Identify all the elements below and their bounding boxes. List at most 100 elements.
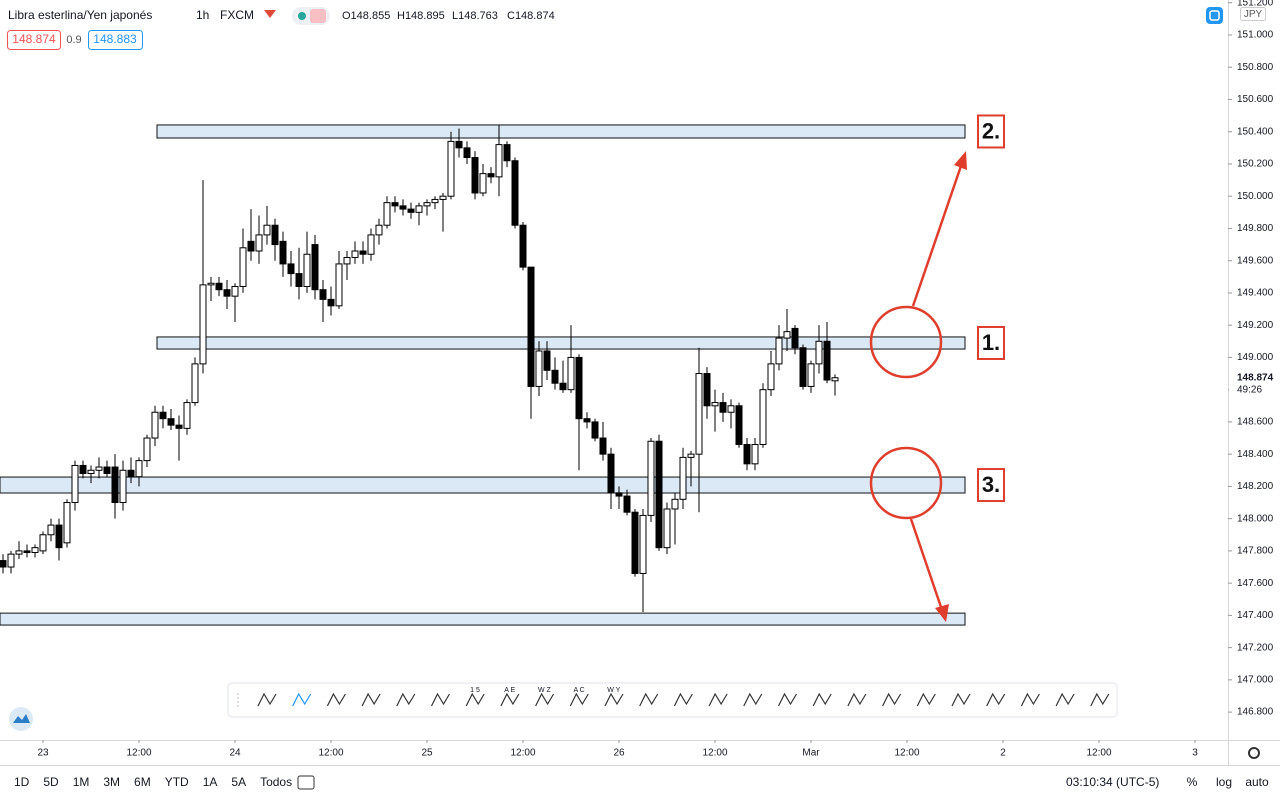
tool-icon[interactable]: [986, 692, 1006, 707]
tool-icon[interactable]: [361, 692, 381, 707]
arrow-head: [935, 604, 949, 622]
candle-body: [239, 247, 247, 287]
candle-body: [271, 224, 279, 246]
bid-box[interactable]: [7, 30, 61, 50]
candle-body: [175, 424, 183, 429]
plot: [0, 124, 966, 626]
range-button[interactable]: 1A: [203, 775, 218, 789]
arrow: [909, 518, 944, 611]
candle-body: [783, 331, 791, 339]
drawing-toolbar: [227, 682, 1118, 718]
candle-body: [7, 553, 15, 568]
tool-icon[interactable]: [812, 692, 832, 707]
tool-icon[interactable]: [465, 692, 485, 707]
bottom-bar: 1D 5D 1M 3M 6M YTD 1A 5A Todos: [14, 775, 292, 789]
tool-icon[interactable]: [777, 692, 798, 707]
ohlc-value: O148.855: [342, 10, 390, 22]
tool-icon[interactable]: [639, 692, 659, 707]
tool-label: W Z: [538, 687, 552, 694]
auto-toggle[interactable]: auto: [1245, 775, 1269, 789]
range-button[interactable]: 5D: [43, 775, 59, 789]
tool-icon[interactable]: [1090, 692, 1110, 707]
range-button[interactable]: 3M: [103, 775, 120, 789]
candle-body: [415, 205, 423, 213]
tool-icon[interactable]: [569, 692, 589, 707]
tool-icon[interactable]: [430, 692, 451, 707]
toolbar-icons: 1 5 A E W Z A C W Y: [237, 687, 1110, 707]
tool-icon[interactable]: [1020, 692, 1040, 707]
tool-label: A E: [504, 687, 515, 694]
ohlc-value: H148.895: [397, 10, 445, 22]
ask-box[interactable]: [88, 30, 143, 50]
y-tick-label: 149.200: [1237, 320, 1274, 331]
annotations: [869, 151, 967, 622]
candle-body: [503, 144, 511, 162]
y-tick-label: 151.000: [1237, 30, 1274, 41]
arrow: [911, 162, 964, 307]
candle-body: [743, 443, 751, 465]
candle-body: [287, 263, 295, 275]
candle-body: [87, 469, 95, 475]
x-tick-label: 12:00: [894, 748, 919, 759]
candle-body: [639, 514, 647, 574]
candle-body: [575, 356, 583, 420]
candle-body: [183, 402, 191, 429]
tool-icon[interactable]: [396, 692, 416, 707]
tool-icon[interactable]: [326, 692, 346, 707]
x-tick-label: 12:00: [318, 748, 343, 759]
candle-body: [335, 263, 343, 307]
log-toggle[interactable]: log: [1216, 775, 1232, 789]
y-tick-label: 148.400: [1237, 449, 1274, 460]
settings-icon[interactable]: [1248, 747, 1260, 759]
tool-icon[interactable]: [708, 692, 728, 707]
status-dot: [298, 12, 306, 20]
y-tick-label: 149.000: [1237, 352, 1274, 363]
clock: 03:10:34 (UTC-5): [1066, 775, 1159, 789]
zone-label: 1.: [982, 330, 1000, 355]
last-price: 148.874: [1237, 372, 1274, 383]
compare-icon[interactable]: [297, 775, 315, 790]
x-tick-label: 25: [421, 748, 433, 759]
range-button[interactable]: 5A: [231, 775, 246, 789]
tool-icon[interactable]: [951, 692, 971, 707]
sync-icon[interactable]: [1206, 7, 1223, 24]
tool-icon[interactable]: [500, 692, 520, 707]
candle-body: [431, 198, 439, 204]
tool-icon[interactable]: [257, 692, 277, 707]
range-button[interactable]: 1D: [14, 775, 30, 789]
tool-icon[interactable]: [1055, 692, 1075, 707]
tool-icon[interactable]: [292, 692, 312, 707]
candle-body: [103, 466, 111, 475]
circle: [869, 446, 943, 520]
candle-body: [527, 266, 535, 387]
tool-icon[interactable]: [604, 692, 624, 707]
candle-body: [759, 389, 767, 445]
tool-icon[interactable]: [743, 692, 763, 707]
tool-icon[interactable]: [673, 692, 693, 707]
candle-body: [767, 363, 775, 391]
candle-body: [327, 298, 335, 307]
range-button[interactable]: YTD: [165, 775, 189, 789]
candle-body: [471, 157, 479, 194]
candle-body: [95, 466, 103, 471]
candle-body: [543, 350, 551, 371]
candle-body: [735, 405, 743, 445]
x-tick-label: 2: [1000, 748, 1006, 759]
tool-icon[interactable]: [535, 692, 555, 707]
candle-body: [375, 224, 383, 236]
range-button[interactable]: 1M: [73, 775, 90, 789]
range-button[interactable]: Todos: [260, 775, 292, 789]
candle-body: [655, 440, 663, 549]
percent-toggle[interactable]: %: [1187, 775, 1198, 789]
candle-body: [167, 418, 175, 426]
zone-label-box: [977, 325, 1005, 360]
x-tick-label: 12:00: [1086, 748, 1111, 759]
tool-icon[interactable]: [916, 692, 936, 707]
tool-icon[interactable]: [882, 692, 902, 707]
candle-body: [215, 282, 223, 291]
range-button[interactable]: 6M: [134, 775, 151, 789]
status-icon: [310, 9, 326, 23]
currency-box: [1240, 7, 1266, 21]
candle-body: [703, 373, 711, 407]
tool-icon[interactable]: [847, 692, 867, 707]
